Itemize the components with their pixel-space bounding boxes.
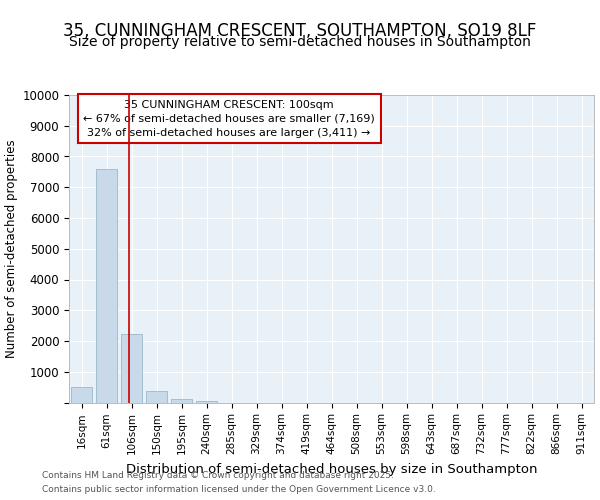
Bar <box>121 334 142 402</box>
Text: Contains public sector information licensed under the Open Government Licence v3: Contains public sector information licen… <box>42 486 436 494</box>
Bar <box>96 170 117 402</box>
Text: Size of property relative to semi-detached houses in Southampton: Size of property relative to semi-detach… <box>69 35 531 49</box>
Text: 35, CUNNINGHAM CRESCENT, SOUTHAMPTON, SO19 8LF: 35, CUNNINGHAM CRESCENT, SOUTHAMPTON, SO… <box>64 22 536 40</box>
Text: Contains HM Land Registry data © Crown copyright and database right 2025.: Contains HM Land Registry data © Crown c… <box>42 470 394 480</box>
Text: 35 CUNNINGHAM CRESCENT: 100sqm
← 67% of semi-detached houses are smaller (7,169): 35 CUNNINGHAM CRESCENT: 100sqm ← 67% of … <box>83 100 375 138</box>
Bar <box>196 401 217 402</box>
X-axis label: Distribution of semi-detached houses by size in Southampton: Distribution of semi-detached houses by … <box>126 462 537 475</box>
Bar <box>171 399 192 402</box>
Bar <box>71 386 92 402</box>
Y-axis label: Number of semi-detached properties: Number of semi-detached properties <box>5 140 18 358</box>
Bar <box>146 391 167 402</box>
